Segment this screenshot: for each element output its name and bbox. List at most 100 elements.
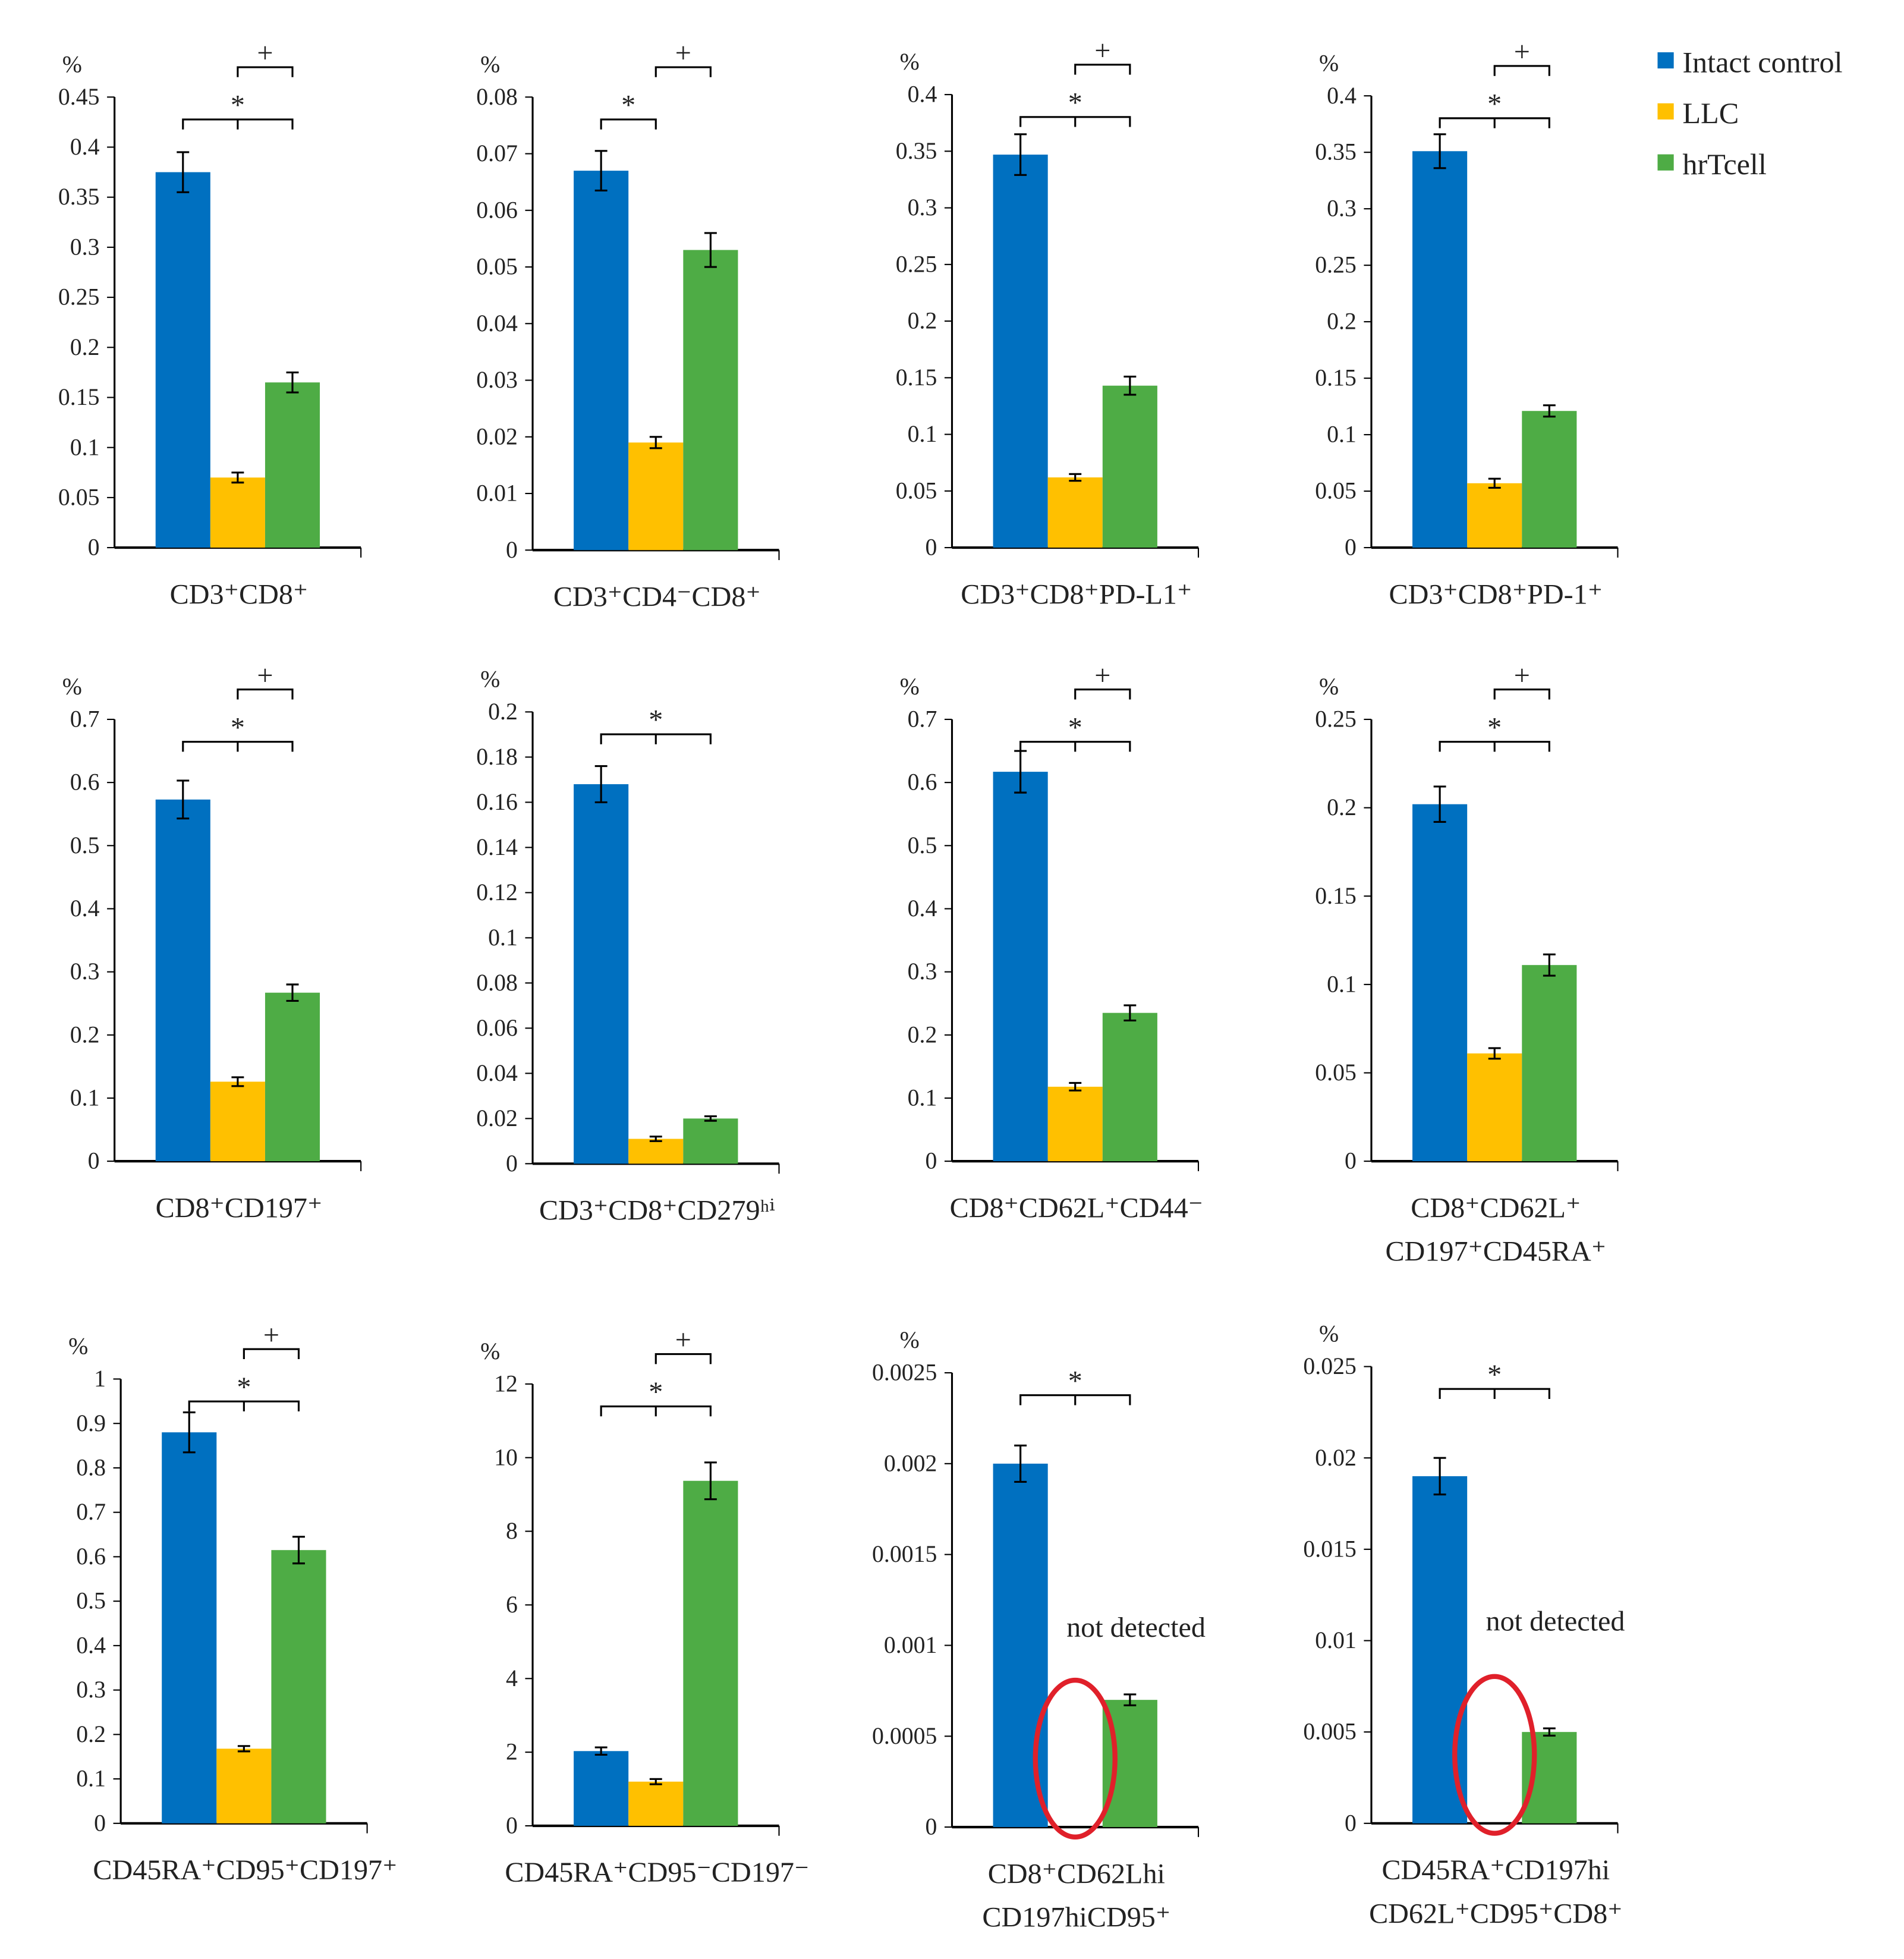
x-category-label-line2: CD197⁺CD45RA⁺ (1385, 1236, 1606, 1268)
error-bar (1488, 1047, 1501, 1060)
error-bar (1433, 1457, 1446, 1496)
significance-plus: + (257, 37, 273, 69)
significance-bracket (182, 118, 294, 130)
error-bar (594, 1746, 608, 1756)
bar-llc (628, 1781, 684, 1826)
y-tick-label: 0.7 (70, 706, 100, 732)
y-tick-label: 0.04 (476, 1060, 518, 1086)
y-tick-label: 0.1 (488, 925, 518, 951)
significance-bracket (654, 1353, 712, 1364)
bar-hrtcell (1102, 1012, 1157, 1162)
y-tick-label: 0.6 (908, 769, 937, 795)
y-tick-label: 2 (506, 1739, 518, 1765)
error-bar (1433, 785, 1446, 823)
significance-bracket (1019, 1394, 1131, 1405)
y-tick-label: 0.25 (896, 251, 937, 277)
significance-bracket (1074, 64, 1131, 75)
bar-intact-control (1412, 151, 1468, 548)
significance-star: * (231, 90, 245, 121)
error-bar (1014, 1444, 1027, 1483)
legend-label: Intact control (1682, 45, 1842, 78)
y-tick-label: 0.5 (76, 1588, 106, 1614)
bar-hrtcell (265, 382, 320, 548)
significance-bracket (237, 66, 294, 77)
y-tick-label: 0.5 (70, 832, 100, 859)
y-tick-label: 0 (506, 1150, 518, 1177)
y-unit-label: % (900, 674, 920, 700)
chart-panel: % 0 0.05 0.1 0.15 0.2 0.25 0.3 0.35 0.4 * + CD3⁺CD8⁺… (1315, 36, 1619, 610)
y-tick-label: 0.05 (58, 484, 100, 510)
significance-star: * (231, 712, 245, 743)
significance-bracket (243, 1348, 300, 1359)
y-tick-label: 0.015 (1303, 1536, 1356, 1562)
bar-intact-control (162, 1432, 217, 1823)
significance-star: * (1487, 88, 1502, 120)
error-bar (594, 150, 608, 192)
error-bar (1543, 1727, 1556, 1737)
bar-hrtcell (271, 1550, 326, 1823)
y-tick-label: 0 (925, 1148, 937, 1174)
y-tick-label: 4 (506, 1665, 518, 1691)
error-bar (1543, 953, 1556, 977)
error-bar (286, 371, 299, 394)
y-tick-label: 0.06 (476, 1015, 518, 1041)
error-bar (182, 1411, 196, 1454)
y-tick-label: 0.02 (476, 1105, 518, 1131)
bar-hrtcell (1522, 1732, 1577, 1823)
y-tick-label: 0.05 (1315, 1059, 1357, 1086)
significance-plus: + (1514, 36, 1530, 68)
significance-bracket (1493, 65, 1550, 76)
significance-bracket (1493, 688, 1550, 700)
y-tick-label: 0.05 (476, 254, 518, 280)
bar-hrtcell (683, 250, 738, 551)
significance-bracket (237, 688, 294, 700)
error-bar (1433, 133, 1446, 169)
bar-llc (628, 442, 684, 551)
bar-hrtcell (265, 992, 320, 1162)
chart-panel: % 0 0.01 0.02 0.03 0.04 0.05 0.06 0.07 0.08 * + CD3⁺… (476, 37, 780, 612)
x-category-label: CD8⁺CD197⁺ (156, 1192, 323, 1224)
y-tick-label: 0 (88, 1148, 100, 1174)
y-unit-label: % (1319, 674, 1339, 700)
x-category-label: CD3⁺CD8⁺CD279ʰⁱ (539, 1195, 775, 1227)
error-bar (1123, 1004, 1137, 1021)
significance-bracket (1019, 741, 1131, 752)
y-unit-label: % (900, 49, 920, 75)
y-tick-label: 0.8 (76, 1455, 106, 1481)
y-tick-label: 0.3 (70, 234, 100, 260)
y-tick-label: 0.1 (70, 1085, 100, 1111)
error-bar (177, 151, 190, 193)
chart-panel: % 0 0.1 0.2 0.3 0.4 0.5 0.6 0.7 * + CD8⁺CD62L⁺CD44⁻ (900, 659, 1204, 1224)
bar-intact-control (574, 171, 629, 551)
y-tick-label: 0.6 (70, 769, 100, 795)
x-category-label-line2: CD62L⁺CD95⁺CD8⁺ (1369, 1898, 1622, 1929)
chart-panel: % 0 0.05 0.1 0.15 0.2 0.25 0.3 0.35 0.4 0.45 * + CD3⁺… (58, 37, 362, 610)
error-bar (1543, 404, 1556, 418)
y-tick-label: 0.3 (1327, 196, 1357, 222)
y-tick-label: 0.7 (908, 706, 937, 732)
significance-bracket (1019, 116, 1131, 127)
y-tick-label: 0.6 (76, 1543, 106, 1570)
y-tick-label: 0.14 (476, 834, 518, 860)
bar-llc (216, 1749, 272, 1823)
bar-hrtcell (1522, 411, 1577, 548)
y-tick-label: 0.4 (908, 895, 937, 922)
error-bar (1069, 473, 1082, 482)
y-unit-label: % (480, 666, 500, 693)
y-tick-label: 0.2 (70, 334, 100, 360)
y-tick-label: 0.1 (908, 1085, 937, 1111)
significance-bracket (1439, 117, 1550, 128)
bar-llc (1047, 1086, 1103, 1162)
bar-llc (1467, 483, 1522, 548)
x-category-label: CD3⁺CD8⁺PD-L1⁺ (961, 578, 1192, 610)
significance-bracket (654, 66, 712, 77)
y-tick-label: 0.3 (76, 1677, 106, 1703)
chart-panel: % 0 0.02 0.04 0.06 0.08 0.1 0.12 0.14 0.16 0.18 0.2… (476, 666, 780, 1227)
bar-intact-control (993, 1463, 1048, 1828)
bar-hrtcell (683, 1480, 738, 1826)
significance-star: * (649, 705, 663, 736)
error-bar (292, 1536, 305, 1565)
error-bar (231, 471, 244, 484)
bar-intact-control (155, 799, 210, 1162)
